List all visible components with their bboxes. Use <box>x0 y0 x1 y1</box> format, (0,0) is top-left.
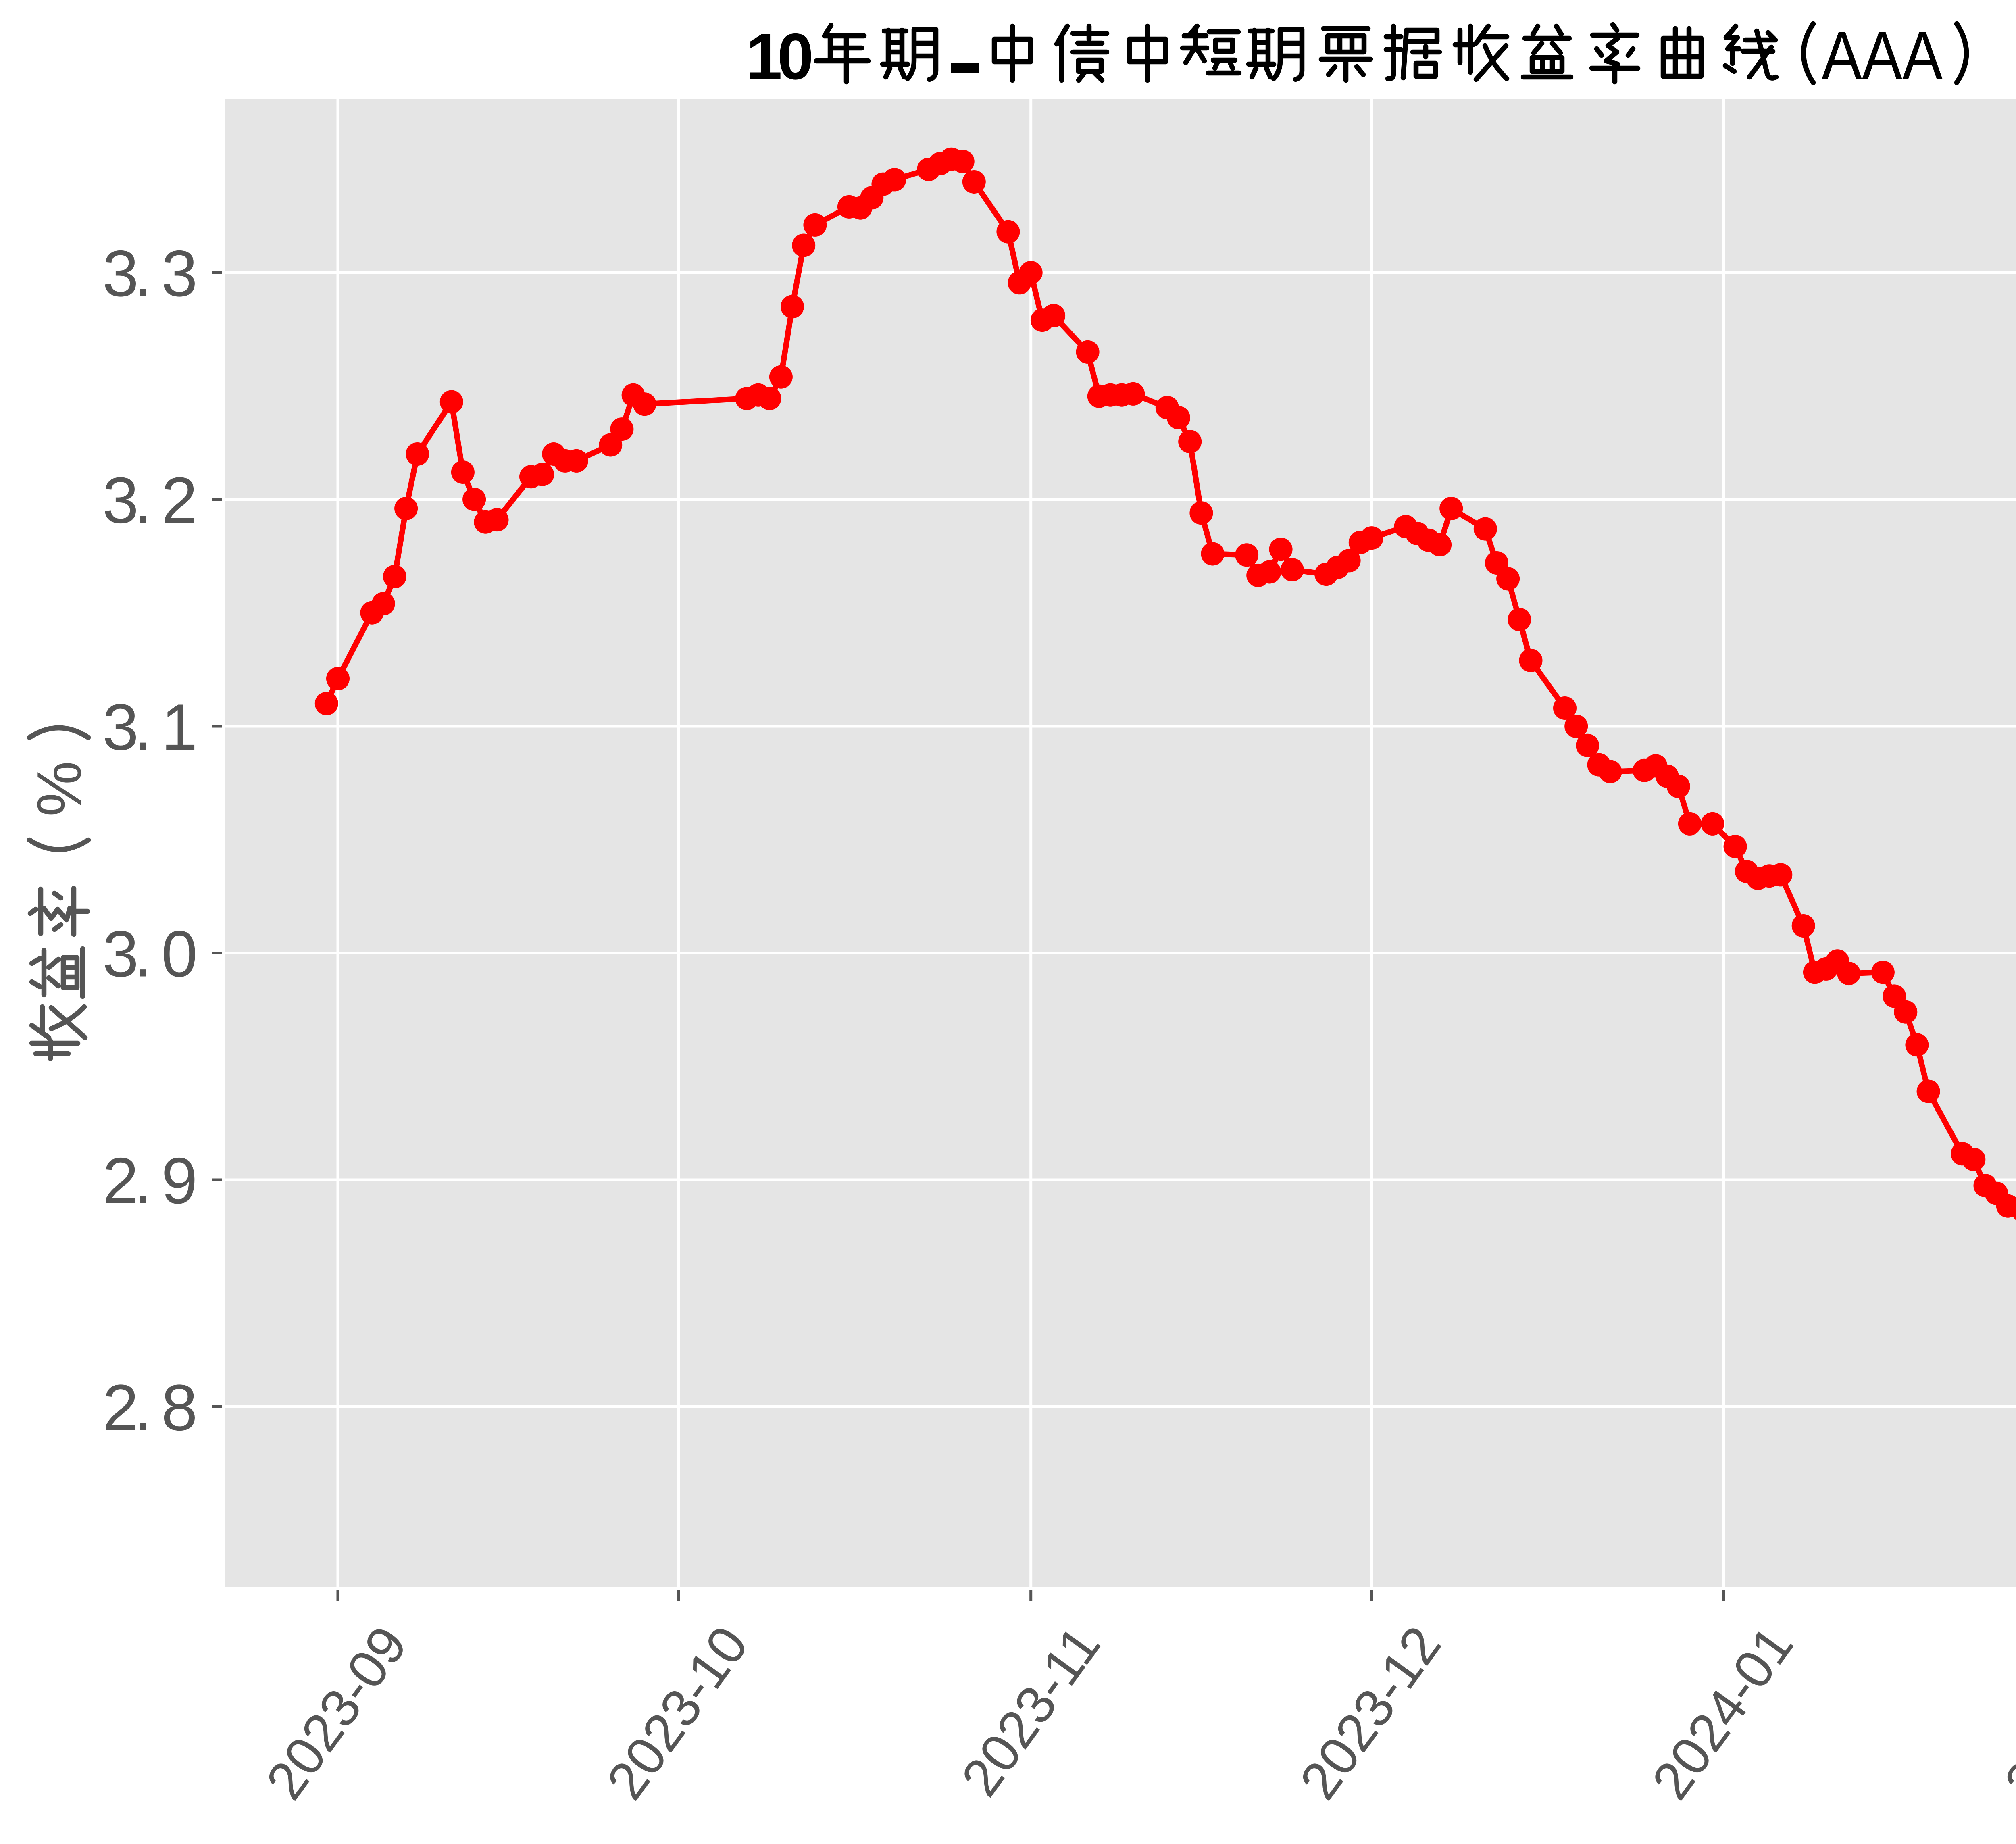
svg-text:2023-12: 2023-12 <box>1289 1616 1453 1810</box>
svg-text:3. 0: 3. 0 <box>102 918 198 991</box>
svg-text:2023-10: 2023-10 <box>596 1616 760 1810</box>
svg-text:2. 8: 2. 8 <box>102 1371 198 1444</box>
svg-text:2023-11: 2023-11 <box>950 1616 1112 1807</box>
svg-text:2024-02: 2024-02 <box>1993 1616 2016 1810</box>
svg-text:3. 1: 3. 1 <box>102 691 198 764</box>
svg-text:3. 2: 3. 2 <box>102 464 198 537</box>
svg-text:3. 3: 3. 3 <box>102 237 198 310</box>
svg-text:10: 10 <box>746 20 814 93</box>
svg-text:2023-09: 2023-09 <box>255 1616 419 1810</box>
svg-text:2. 9: 2. 9 <box>102 1144 198 1217</box>
svg-text:2024-01: 2024-01 <box>1641 1616 1805 1810</box>
svg-text:AAA: AAA <box>1822 17 1943 94</box>
svg-text:%: % <box>24 761 94 817</box>
